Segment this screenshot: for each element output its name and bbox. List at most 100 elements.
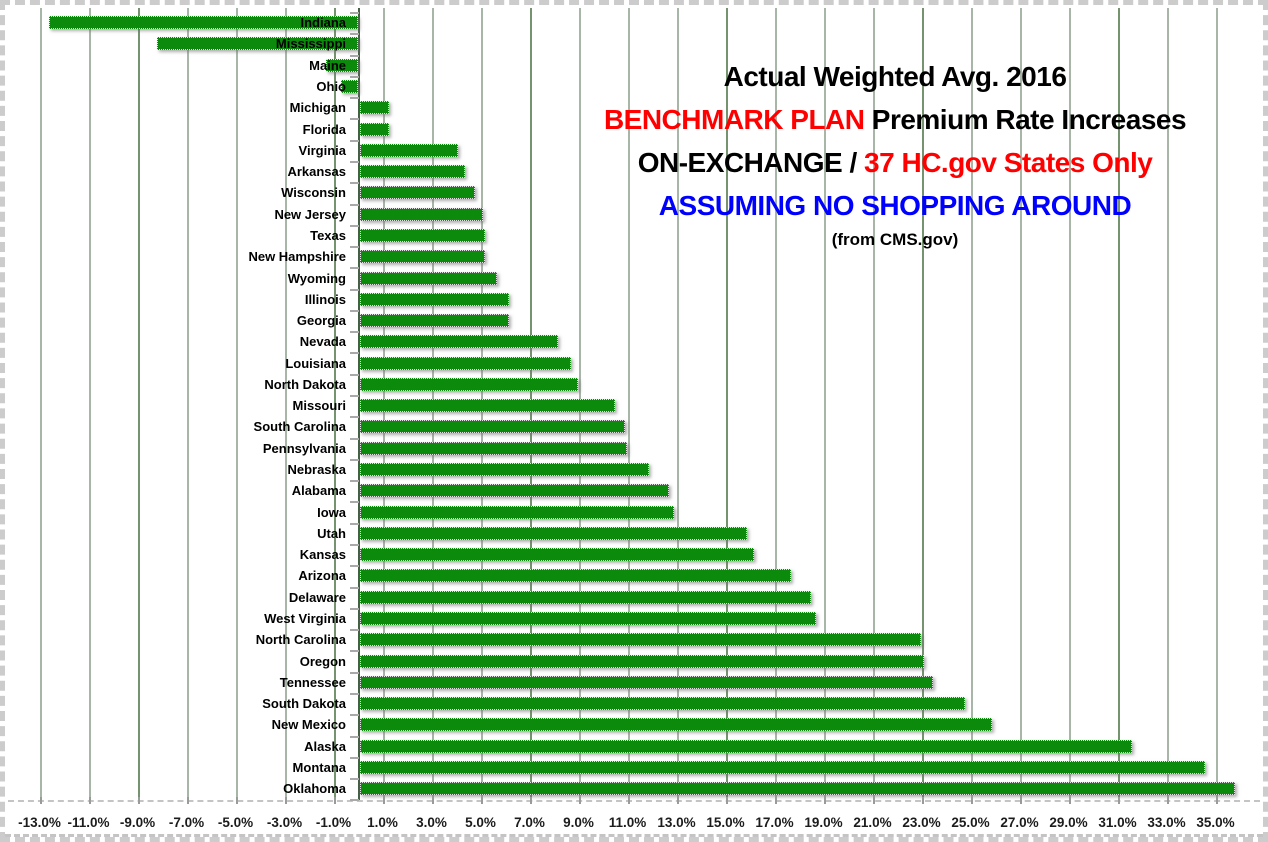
gridline xyxy=(333,8,336,800)
category-tick xyxy=(350,778,359,781)
bar-wyoming xyxy=(360,271,498,285)
category-label: Alaska xyxy=(304,738,346,754)
bar-texas xyxy=(360,228,485,242)
gridline xyxy=(823,8,826,800)
bar-virginia xyxy=(360,143,458,157)
x-tick-label: 11.0% xyxy=(608,815,647,830)
category-tick xyxy=(350,714,359,717)
x-tick-label: 31.0% xyxy=(1098,815,1137,830)
category-label: Arizona xyxy=(298,568,346,584)
category-label: Pennsylvania xyxy=(262,440,346,456)
x-axis-tick xyxy=(627,797,630,804)
category-tick xyxy=(350,160,359,163)
x-axis-tick xyxy=(235,797,238,804)
x-tick-label: -13.0% xyxy=(18,815,61,830)
gridline xyxy=(235,8,238,800)
x-tick-label: -7.0% xyxy=(168,815,205,830)
x-axis-tick xyxy=(1166,797,1169,804)
bar-new-hampshire xyxy=(360,250,485,264)
bar-georgia xyxy=(360,314,510,328)
category-label: South Dakota xyxy=(262,696,346,712)
category-tick xyxy=(350,54,359,57)
category-label: Louisiana xyxy=(285,355,346,371)
title-text-red: BENCHMARK PLAN xyxy=(603,104,865,135)
title-text-black: Premium Rate Increases xyxy=(864,104,1187,135)
bar-west-virginia xyxy=(360,611,816,625)
category-label: Arkansas xyxy=(287,164,346,180)
gridline xyxy=(970,8,973,800)
gridline xyxy=(1117,8,1120,800)
category-tick xyxy=(350,33,359,36)
x-axis-tick xyxy=(529,797,532,804)
bar-michigan xyxy=(360,101,390,115)
x-axis-tick xyxy=(1215,797,1218,804)
x-axis-tick xyxy=(88,797,91,804)
x-axis-tick xyxy=(578,797,581,804)
bar-illinois xyxy=(360,292,510,306)
x-tick-label: 25.0% xyxy=(951,815,990,830)
category-label: Wyoming xyxy=(287,270,346,286)
bar-mississippi xyxy=(157,37,358,51)
bar-missouri xyxy=(360,399,615,413)
category-label: Florida xyxy=(302,121,346,137)
gridline xyxy=(1019,8,1022,800)
x-axis-tick xyxy=(333,797,336,804)
title-source: (from CMS.gov) xyxy=(831,230,959,249)
x-tick-label: 13.0% xyxy=(657,815,696,830)
bar-north-carolina xyxy=(360,633,922,647)
bar-alabama xyxy=(360,484,669,498)
category-label: North Carolina xyxy=(255,632,346,648)
x-axis-tick xyxy=(921,797,924,804)
gridline xyxy=(137,8,140,800)
x-axis-tick xyxy=(872,797,875,804)
x-axis-tick xyxy=(480,797,483,804)
category-tick xyxy=(350,416,359,419)
category-tick xyxy=(350,799,359,802)
category-tick xyxy=(350,565,359,568)
category-tick xyxy=(350,735,359,738)
category-label: Texas xyxy=(310,227,346,243)
category-tick xyxy=(350,586,359,589)
x-axis-tick xyxy=(774,797,777,804)
x-tick-label: -9.0% xyxy=(119,815,156,830)
zero-axis xyxy=(358,8,360,800)
category-label: Utah xyxy=(317,525,346,541)
x-axis-tick xyxy=(382,797,385,804)
bar-delaware xyxy=(360,590,811,604)
x-tick-label: -5.0% xyxy=(217,815,254,830)
category-label: Delaware xyxy=(288,589,346,605)
category-label: Georgia xyxy=(296,313,346,329)
category-tick xyxy=(350,309,359,312)
bar-alaska xyxy=(360,739,1132,753)
x-tick-label: 15.0% xyxy=(706,815,745,830)
x-tick-label: 1.0% xyxy=(367,815,398,830)
category-tick xyxy=(350,480,359,483)
category-tick xyxy=(350,607,359,610)
x-axis-tick xyxy=(1068,797,1071,804)
category-label: Mississippi xyxy=(275,36,346,52)
title-line-3: ON-EXCHANGE / 37 HC.gov States Only xyxy=(565,141,1225,184)
bar-wisconsin xyxy=(360,186,476,200)
title-line-4: ASSUMING NO SHOPPING AROUND xyxy=(565,184,1225,227)
bar-arkansas xyxy=(360,165,466,179)
title-line-1: Actual Weighted Avg. 2016 xyxy=(565,55,1225,98)
bar-tennessee xyxy=(360,675,934,689)
category-tick xyxy=(350,97,359,100)
x-axis-tick xyxy=(39,797,42,804)
category-label: Alabama xyxy=(291,483,346,499)
gridline xyxy=(39,8,42,800)
gridline xyxy=(921,8,924,800)
category-tick xyxy=(350,288,359,291)
bar-oregon xyxy=(360,654,924,668)
chart-title: Actual Weighted Avg. 2016 BENCHMARK PLAN… xyxy=(565,55,1225,253)
category-tick xyxy=(350,650,359,653)
bar-new-jersey xyxy=(360,207,483,221)
category-label: Wisconsin xyxy=(281,185,346,201)
category-label: North Dakota xyxy=(264,376,346,392)
x-axis-tick xyxy=(676,797,679,804)
category-label: Kansas xyxy=(299,547,346,563)
title-text-blue: ASSUMING NO SHOPPING AROUND xyxy=(658,190,1132,221)
x-axis: -13.0% -11.0% -9.0% -7.0% -5.0% -3.0% -1.0% 1.0… xyxy=(8,797,1260,835)
category-tick xyxy=(350,544,359,546)
bar-south-dakota xyxy=(360,697,966,711)
